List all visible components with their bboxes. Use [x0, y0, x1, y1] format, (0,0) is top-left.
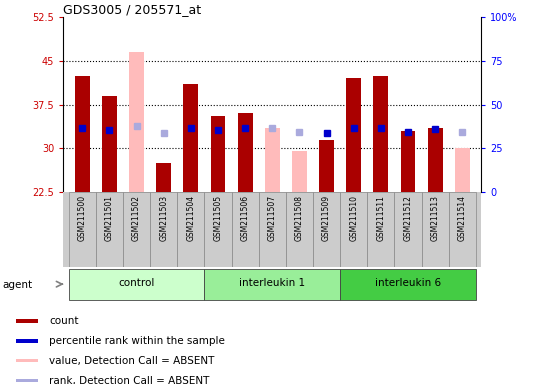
Text: GSM211512: GSM211512 [404, 195, 412, 241]
Bar [129, 52, 144, 192]
Bar [75, 76, 90, 192]
Bar [205, 269, 340, 300]
Bar [286, 192, 313, 267]
Text: interleukin 6: interleukin 6 [375, 278, 441, 288]
Bar [258, 192, 286, 267]
Bar [319, 140, 334, 192]
Text: GSM211505: GSM211505 [213, 195, 222, 241]
Bar [449, 192, 476, 267]
Text: GSM211502: GSM211502 [132, 195, 141, 241]
Bar [16, 319, 38, 323]
Bar [232, 192, 258, 267]
Bar [265, 128, 280, 192]
Text: GSM211506: GSM211506 [240, 195, 250, 241]
Text: rank, Detection Call = ABSENT: rank, Detection Call = ABSENT [49, 376, 210, 384]
Text: GSM211503: GSM211503 [159, 195, 168, 241]
Text: GSM211507: GSM211507 [268, 195, 277, 241]
Bar [69, 192, 96, 267]
Bar [346, 78, 361, 192]
Bar [16, 359, 38, 362]
Bar [373, 76, 388, 192]
Bar [394, 192, 421, 267]
Bar [340, 269, 476, 300]
Bar [428, 128, 443, 192]
Text: count: count [49, 316, 79, 326]
Text: GSM211513: GSM211513 [431, 195, 439, 241]
Bar [16, 339, 38, 343]
Text: GSM211509: GSM211509 [322, 195, 331, 241]
Text: GSM211501: GSM211501 [105, 195, 114, 241]
Bar [455, 148, 470, 192]
Text: GSM211500: GSM211500 [78, 195, 87, 241]
Text: control: control [118, 278, 155, 288]
Bar [421, 192, 449, 267]
Bar [123, 192, 150, 267]
Bar [238, 113, 252, 192]
Bar [313, 192, 340, 267]
Bar [211, 116, 226, 192]
Bar [367, 192, 394, 267]
Bar [102, 96, 117, 192]
Bar [69, 269, 205, 300]
Bar [400, 131, 415, 192]
Text: GSM211510: GSM211510 [349, 195, 358, 241]
Bar [16, 379, 38, 382]
Text: GDS3005 / 205571_at: GDS3005 / 205571_at [63, 3, 201, 16]
Text: GSM211504: GSM211504 [186, 195, 195, 241]
Text: interleukin 1: interleukin 1 [239, 278, 305, 288]
Text: value, Detection Call = ABSENT: value, Detection Call = ABSENT [49, 356, 214, 366]
Bar [96, 192, 123, 267]
Bar [340, 192, 367, 267]
Bar [150, 192, 177, 267]
Bar [177, 192, 205, 267]
Bar [292, 151, 307, 192]
Text: agent: agent [3, 280, 33, 290]
Text: GSM211508: GSM211508 [295, 195, 304, 241]
Text: GSM211511: GSM211511 [376, 195, 386, 241]
Bar [183, 84, 199, 192]
Bar [156, 163, 171, 192]
Bar [205, 192, 232, 267]
Text: percentile rank within the sample: percentile rank within the sample [49, 336, 225, 346]
Text: GSM211514: GSM211514 [458, 195, 467, 241]
